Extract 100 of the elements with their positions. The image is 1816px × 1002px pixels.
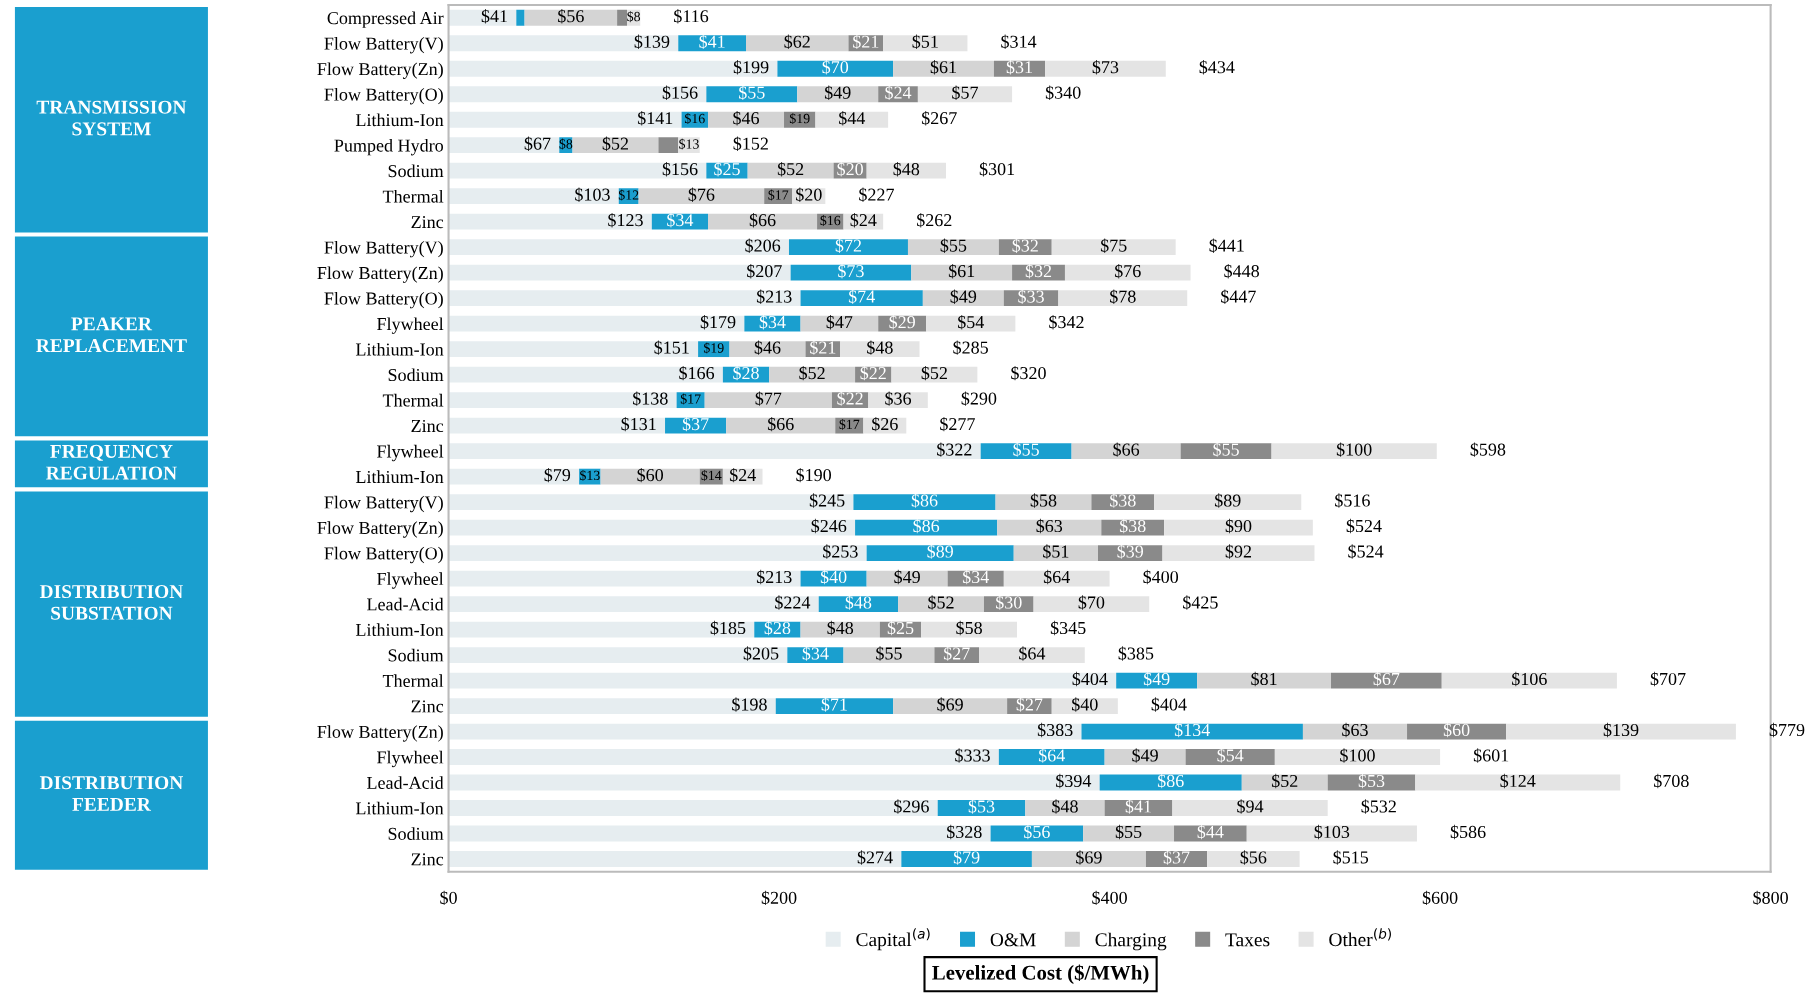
data-label: $66 — [1113, 442, 1140, 457]
data-label: $48 — [893, 161, 920, 177]
data-label: $52 — [1271, 773, 1298, 789]
data-label: $207 — [747, 263, 782, 279]
data-label: $58 — [1030, 493, 1057, 508]
data-label: $55 — [876, 646, 902, 661]
data-label: $20 — [796, 187, 822, 202]
bar — [658, 137, 679, 154]
bar — [708, 213, 818, 230]
data-label: $141 — [637, 110, 673, 126]
data-label: $75 — [1100, 238, 1127, 253]
data-label: $86 — [913, 518, 940, 534]
legend-label: Capital$^{(a)}$ — [856, 928, 930, 951]
data-label: $67 — [524, 136, 551, 151]
bar — [448, 825, 991, 842]
data-label: $49 — [824, 85, 851, 100]
y-tick-label: Pumped Hydro — [334, 138, 443, 156]
data-label: $47 — [826, 314, 853, 330]
data-label: $20 — [837, 161, 863, 177]
bar — [1051, 698, 1118, 714]
data-label: $24 — [729, 467, 756, 483]
bar — [866, 545, 1014, 561]
data-label: $69 — [1076, 850, 1102, 865]
data-label: $22 — [860, 365, 886, 381]
bar — [448, 137, 560, 154]
y-tick-label: Flow Battery(V) — [324, 495, 443, 513]
data-label: $34 — [667, 212, 694, 228]
bar — [448, 494, 854, 511]
bar — [448, 749, 999, 765]
data-label: $296 — [894, 799, 929, 814]
text: FREQUENCY REGULATION — [46, 444, 177, 480]
data-label: $90 — [1225, 518, 1252, 534]
data-label: $94 — [1237, 799, 1264, 814]
data-label: $19 — [703, 342, 724, 354]
bar — [1207, 851, 1300, 867]
bar — [638, 188, 765, 205]
total-label: $779 — [1769, 722, 1805, 738]
bar — [926, 315, 1016, 332]
y-tick-label: Lead-Acid — [367, 597, 444, 611]
bar — [1274, 749, 1441, 765]
bar — [1145, 851, 1208, 867]
data-label: $29 — [889, 314, 915, 330]
data-label: $49 — [1143, 671, 1170, 687]
bar — [448, 86, 707, 103]
total-label: $314 — [1001, 34, 1037, 49]
data-label: $92 — [1225, 544, 1252, 559]
bar — [448, 162, 707, 179]
data-label: $71 — [821, 697, 847, 712]
data-label: $48 — [867, 340, 893, 355]
total-label: $532 — [1361, 799, 1396, 814]
bar — [678, 35, 747, 52]
bar — [1180, 443, 1272, 460]
data-label: $31 — [1006, 60, 1032, 75]
data-label: $8 — [627, 11, 641, 23]
total-label: $342 — [1049, 314, 1084, 330]
bar — [1091, 494, 1155, 511]
y-tick-label: Flow Battery(Zn) — [317, 725, 443, 742]
bar — [448, 290, 801, 307]
data-label: $34 — [759, 314, 786, 330]
data-label: $40 — [820, 569, 847, 585]
bar — [448, 647, 788, 663]
y-tick-label: Flow Battery(Zn) — [317, 266, 443, 283]
data-label: $19 — [789, 113, 810, 125]
bar — [704, 392, 832, 409]
data-label: $77 — [755, 391, 782, 406]
y-tick-label: Flow Battery(Zn) — [317, 521, 443, 538]
total-label: $447 — [1221, 289, 1256, 304]
bar — [524, 9, 618, 26]
bar — [800, 290, 923, 307]
bar — [815, 111, 889, 128]
bar — [1058, 290, 1188, 307]
bar — [448, 443, 981, 460]
data-label: $179 — [700, 314, 736, 330]
data-label: $40 — [1072, 697, 1098, 712]
data-label: $48 — [1052, 799, 1078, 814]
data-label: $70 — [1078, 595, 1105, 610]
data-label: $54 — [958, 314, 985, 330]
data-label: $32 — [1025, 263, 1052, 279]
y-tick-label: Sodium — [388, 368, 444, 382]
data-label: $55 — [739, 85, 765, 100]
bar — [448, 417, 666, 434]
data-label: $60 — [637, 467, 664, 483]
data-label: $51 — [912, 34, 938, 49]
bar — [1104, 800, 1173, 816]
data-label: $100 — [1336, 442, 1372, 457]
bar — [448, 392, 677, 409]
data-label: $213 — [756, 289, 792, 304]
data-label: $17 — [839, 418, 860, 431]
y-tick-label: Flow Battery(V) — [324, 36, 443, 54]
data-label: $14 — [701, 469, 722, 482]
bar — [1185, 749, 1275, 765]
bar — [448, 60, 778, 77]
bar — [1007, 698, 1052, 714]
data-label: $27 — [943, 646, 970, 661]
data-label: $22 — [837, 391, 863, 406]
total-label: $524 — [1348, 544, 1384, 559]
data-label: $72 — [835, 238, 862, 253]
bar — [708, 111, 785, 128]
bar — [868, 392, 928, 409]
bar — [516, 9, 525, 26]
